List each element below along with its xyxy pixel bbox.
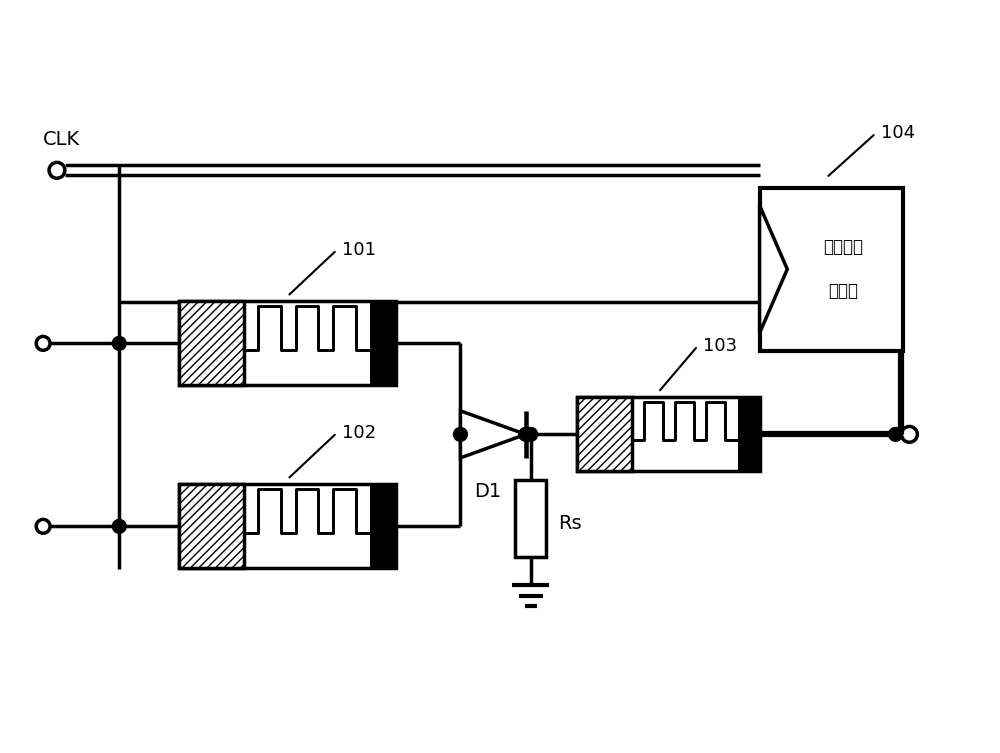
Bar <box>760 187 903 351</box>
Circle shape <box>112 520 126 533</box>
Bar <box>577 398 760 471</box>
Bar <box>577 398 632 471</box>
Bar <box>179 301 396 386</box>
Text: 第一电压: 第一电压 <box>823 239 863 257</box>
Text: 101: 101 <box>342 241 376 259</box>
Text: Rs: Rs <box>558 514 582 533</box>
Bar <box>179 484 244 569</box>
Circle shape <box>889 428 902 441</box>
Circle shape <box>519 428 533 441</box>
Circle shape <box>524 428 538 441</box>
Bar <box>179 484 396 569</box>
Polygon shape <box>460 411 526 458</box>
Text: 104: 104 <box>881 124 915 142</box>
Text: CLK: CLK <box>43 130 80 148</box>
Bar <box>179 301 244 386</box>
Bar <box>370 484 396 569</box>
Polygon shape <box>760 206 787 333</box>
Bar <box>738 398 760 471</box>
Text: 102: 102 <box>342 424 376 442</box>
Circle shape <box>454 428 467 441</box>
Text: D1: D1 <box>475 482 502 501</box>
Bar <box>370 301 396 386</box>
Circle shape <box>112 337 126 350</box>
Text: 转换器: 转换器 <box>828 282 858 300</box>
Bar <box>515 480 546 557</box>
Text: 103: 103 <box>703 337 737 355</box>
